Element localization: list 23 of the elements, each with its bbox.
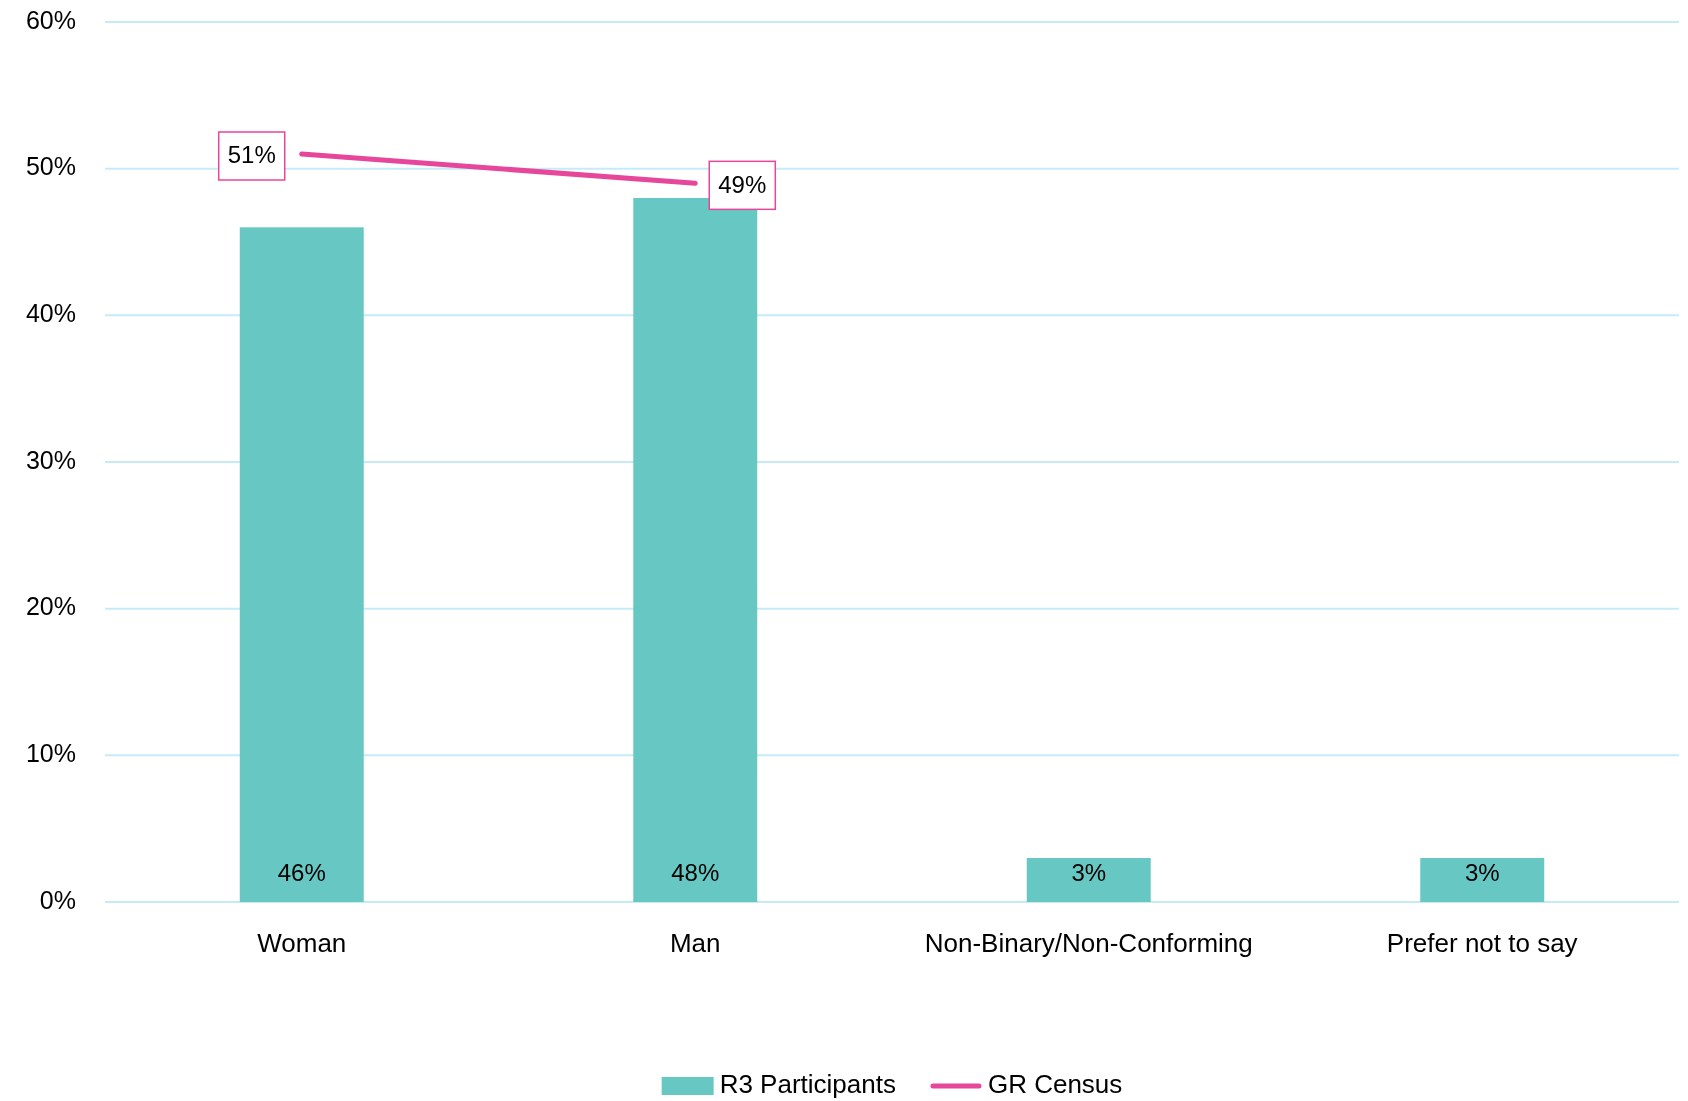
x-tick-label: Woman — [257, 927, 347, 958]
y-tick-label: 60% — [25, 5, 76, 34]
data-label: 3% — [1464, 859, 1500, 887]
data-label: 49% — [718, 170, 767, 198]
data-label: 51% — [227, 141, 276, 169]
y-tick-label: 0% — [39, 885, 76, 914]
data-label: 3% — [1071, 859, 1107, 887]
bar — [633, 198, 758, 902]
y-tick-label: 50% — [25, 152, 76, 181]
y-tick-label: 30% — [25, 445, 76, 474]
data-label: 46% — [277, 859, 326, 887]
y-tick-label: 40% — [25, 298, 76, 327]
x-tick-label: Prefer not to say — [1386, 927, 1578, 958]
legend-label: R3 Participants — [719, 1068, 896, 1099]
y-tick-label: 10% — [25, 738, 76, 767]
bar — [1026, 858, 1151, 902]
y-tick-label: 20% — [25, 592, 76, 621]
x-tick-label: Non-Binary/Non-Conforming — [924, 927, 1253, 958]
data-label: 48% — [671, 859, 720, 887]
bar — [1420, 858, 1545, 902]
x-tick-label: Man — [669, 927, 721, 958]
bar — [239, 227, 364, 902]
legend-label: GR Census — [987, 1068, 1123, 1099]
